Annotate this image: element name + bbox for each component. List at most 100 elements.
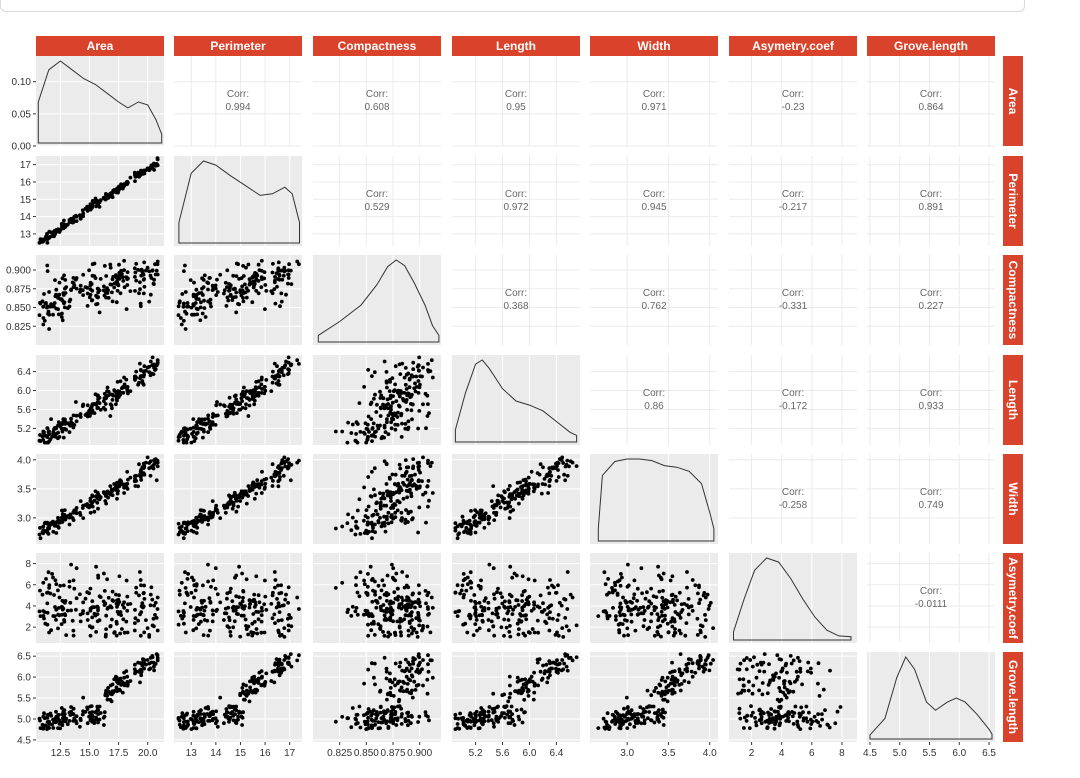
scatter-point — [211, 578, 216, 583]
scatter-point — [511, 607, 515, 612]
scatter-point — [49, 521, 53, 526]
scatter-point — [388, 410, 393, 415]
scatter-point — [67, 522, 72, 527]
scatter-point — [362, 485, 366, 490]
scatter-point — [421, 658, 425, 662]
scatter-point — [51, 575, 55, 580]
corr-label: Corr: — [920, 189, 942, 200]
scatter-point — [198, 512, 203, 517]
scatter-point — [737, 677, 742, 682]
scatter-point — [372, 370, 377, 375]
scatter-point — [78, 592, 82, 597]
scatter-point — [812, 714, 817, 719]
scatter-point — [85, 403, 90, 408]
scatter-point — [793, 680, 797, 684]
x-tick-label: 6.4 — [549, 748, 563, 759]
scatter-point — [632, 592, 637, 597]
scatter-point — [95, 295, 100, 300]
scatter-point — [150, 363, 155, 368]
scatter-point — [138, 173, 142, 178]
scatter-point — [395, 508, 400, 513]
corr-panel-area-vs-grove-length — [867, 56, 995, 146]
scatter-point — [57, 280, 62, 285]
scatter-point — [514, 708, 519, 712]
column-label-perimeter: Perimeter — [210, 39, 266, 53]
row-label-compactness: Compactness — [1006, 261, 1020, 340]
scatter-point — [286, 600, 290, 605]
scatter-point — [625, 604, 630, 609]
scatter-point — [259, 382, 264, 387]
density-curve-compactness — [317, 259, 440, 343]
corr-panel-perimeter-vs-grove-length — [867, 156, 995, 246]
corr-panel-compactness-vs-width — [590, 255, 718, 345]
scatter-point — [106, 686, 110, 690]
scatter-point — [155, 157, 160, 162]
row-strip-width — [1003, 454, 1023, 544]
scatter-point — [464, 526, 469, 530]
scatter-point — [64, 633, 69, 637]
scatter-point — [281, 273, 286, 278]
scatter-point — [60, 612, 64, 617]
scatter-point — [506, 721, 511, 726]
scatter-point — [663, 617, 667, 622]
scatter-point — [182, 610, 186, 615]
scatter-point — [231, 718, 236, 723]
scatter-point — [508, 564, 513, 569]
scatter-point — [378, 704, 383, 709]
scatter-point — [652, 689, 657, 694]
scatter-point — [69, 562, 73, 567]
scatter-point — [421, 402, 425, 407]
scatter-point — [473, 610, 478, 615]
scatter-point — [491, 484, 496, 488]
scatter-point — [411, 661, 416, 666]
scatter-point — [532, 681, 537, 686]
scatter-point — [640, 591, 644, 596]
scatter-point — [228, 715, 233, 720]
scatter-point — [398, 688, 403, 693]
scatter-point — [138, 661, 143, 666]
scatter-point — [547, 628, 552, 633]
scatter-point — [218, 272, 223, 277]
scatter-point — [541, 663, 545, 668]
scatter-point — [807, 710, 811, 715]
scatter-point — [629, 619, 634, 624]
scatter-point — [679, 682, 684, 686]
scatter-point — [416, 368, 421, 373]
scatter-point — [556, 583, 560, 588]
scatter-point — [385, 417, 389, 422]
scatter-point — [455, 726, 460, 730]
scatter-point — [672, 669, 677, 673]
scatter-point — [227, 404, 232, 409]
scatter-point — [238, 290, 243, 295]
scatter-point — [479, 578, 483, 583]
scatter-point — [253, 275, 258, 280]
scatter-point — [202, 417, 207, 422]
scatter-point — [778, 704, 783, 709]
scatter-point — [88, 633, 93, 638]
scatter-point — [547, 591, 552, 596]
scatter-point — [763, 719, 768, 724]
scatter-point — [548, 469, 552, 474]
scatter-point — [358, 570, 363, 575]
scatter-point — [224, 611, 229, 616]
scatter-point — [754, 720, 758, 724]
scatter-point — [38, 536, 43, 541]
scatter-point — [655, 612, 660, 616]
scatter-point — [649, 601, 654, 606]
scatter-point — [425, 691, 430, 696]
scatter-point — [209, 584, 213, 589]
scatter-point — [51, 529, 56, 534]
scatter-point — [548, 673, 552, 678]
scatter-point — [286, 656, 291, 660]
scatter-point — [502, 617, 507, 622]
scatter-point — [492, 518, 497, 522]
scatter-point — [69, 515, 73, 519]
scatter-point — [253, 603, 258, 607]
scatter-point — [838, 705, 843, 709]
scatter-point — [388, 615, 393, 620]
scatter-point — [240, 399, 245, 403]
density-curve-asymetry-coef — [733, 557, 852, 641]
scatter-point — [138, 680, 142, 685]
scatter-point — [759, 715, 764, 719]
x-tick-label: 5.2 — [469, 748, 483, 759]
